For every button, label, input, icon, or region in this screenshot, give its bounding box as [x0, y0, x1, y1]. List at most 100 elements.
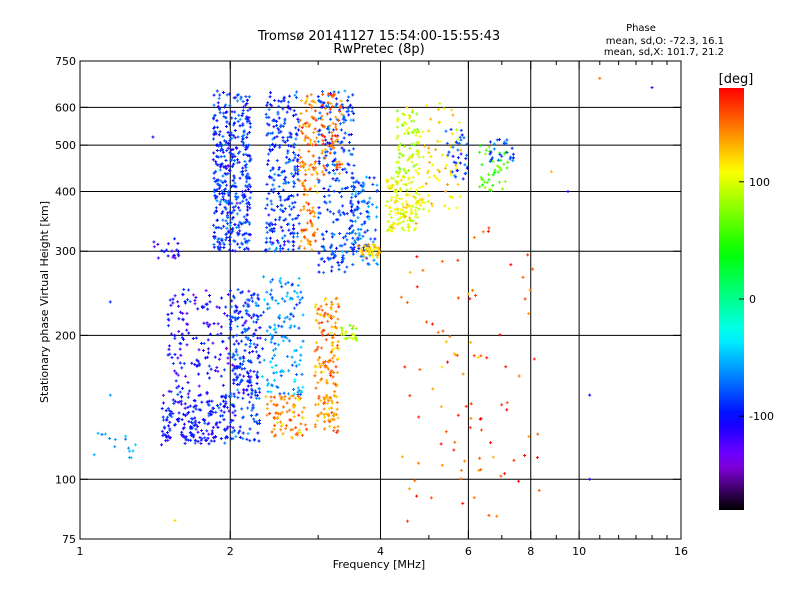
data-point: [480, 177, 484, 181]
data-point: [246, 172, 250, 176]
data-point: [219, 245, 223, 249]
data-point: [308, 122, 312, 126]
data-point: [183, 441, 187, 445]
data-point: [237, 311, 241, 315]
data-point: [244, 165, 248, 169]
data-point: [347, 109, 351, 113]
data-point: [338, 110, 342, 114]
data-point: [331, 375, 335, 379]
data-point: [272, 187, 276, 191]
data-point: [330, 131, 334, 135]
data-point: [404, 171, 408, 175]
data-point: [156, 256, 160, 260]
data-point: [271, 183, 275, 187]
data-point: [307, 149, 311, 153]
data-point: [333, 254, 337, 258]
data-point: [292, 114, 296, 118]
data-point: [332, 354, 336, 358]
data-point: [245, 177, 249, 181]
data-point: [446, 153, 450, 157]
data-point: [182, 362, 186, 366]
data-point: [323, 106, 327, 110]
data-point: [356, 227, 360, 231]
data-point: [396, 175, 400, 179]
data-point: [280, 236, 284, 240]
data-point: [181, 293, 185, 297]
data-point: [349, 201, 353, 205]
data-point: [322, 101, 326, 105]
data-point: [345, 238, 349, 242]
data-point: [396, 218, 400, 222]
data-point: [343, 270, 347, 274]
data-point: [181, 386, 185, 390]
data-point: [315, 130, 319, 134]
data-point: [219, 409, 223, 413]
data-point: [221, 134, 225, 138]
data-point: [450, 170, 454, 174]
data-point: [297, 128, 301, 132]
data-point: [317, 263, 321, 267]
data-point: [438, 140, 442, 144]
data-point: [315, 312, 319, 316]
data-point: [459, 138, 463, 142]
data-point: [320, 170, 324, 174]
data-point: [431, 387, 435, 391]
data-point: [249, 395, 253, 399]
data-point: [405, 300, 409, 304]
data-point: [272, 427, 276, 431]
data-point: [495, 514, 499, 518]
data-point: [245, 198, 249, 202]
data-point: [273, 98, 277, 102]
data-point: [460, 133, 464, 137]
data-point: [270, 242, 274, 246]
data-point: [280, 297, 284, 301]
data-point: [402, 113, 406, 117]
data-point: [261, 347, 265, 351]
data-point: [225, 110, 229, 114]
data-point: [415, 494, 419, 498]
data-point: [347, 95, 351, 99]
data-point: [459, 148, 463, 152]
data-point: [265, 226, 269, 230]
data-point: [330, 303, 334, 307]
data-point: [161, 415, 165, 419]
data-point: [406, 223, 410, 227]
data-point: [536, 432, 540, 436]
data-point: [248, 345, 252, 349]
data-point: [215, 218, 219, 222]
data-point: [299, 239, 303, 243]
data-point: [183, 301, 187, 305]
data-point: [317, 156, 321, 160]
data-point: [404, 122, 408, 126]
data-point: [286, 136, 290, 140]
data-point: [176, 393, 180, 397]
data-point: [296, 386, 300, 390]
data-point: [330, 104, 334, 108]
data-point: [266, 159, 270, 163]
data-point: [173, 336, 177, 340]
data-point: [200, 400, 204, 404]
data-point: [222, 246, 226, 250]
data-point: [283, 117, 287, 121]
data-point: [313, 425, 317, 429]
data-point: [287, 194, 291, 198]
data-point: [296, 157, 300, 161]
data-point: [179, 402, 183, 406]
data-point: [367, 262, 371, 266]
data-point: [337, 263, 341, 267]
data-point: [294, 348, 298, 352]
data-point: [355, 179, 359, 183]
data-point: [254, 345, 258, 349]
data-point: [339, 141, 343, 145]
data-point: [237, 382, 241, 386]
data-point: [265, 197, 269, 201]
data-point: [183, 406, 187, 410]
data-point: [334, 97, 338, 101]
data-point: [331, 162, 335, 166]
data-point: [232, 239, 236, 243]
data-point: [349, 209, 353, 213]
data-point: [191, 337, 195, 341]
data-point: [232, 159, 236, 163]
data-point: [478, 185, 482, 189]
data-point: [234, 197, 238, 201]
